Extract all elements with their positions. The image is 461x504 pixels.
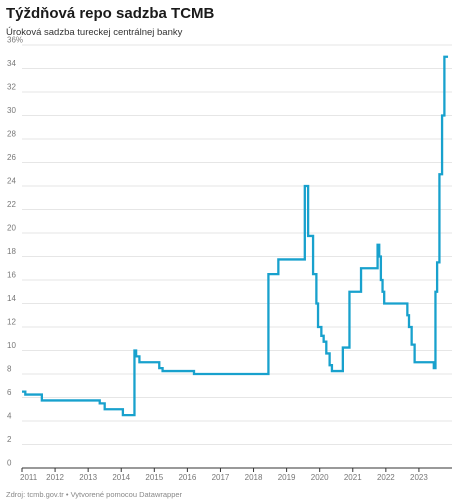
x-tick-label: 2015 (145, 473, 163, 482)
chart-title: Týždňová repo sadzba TCMB (6, 5, 215, 22)
x-tick-label: 2017 (212, 473, 230, 482)
grid-lines (22, 44, 452, 445)
y-tick-label: 22 (7, 200, 16, 209)
y-tick-label: 36% (7, 36, 23, 45)
x-tick-label: 2013 (79, 473, 97, 482)
y-tick-label: 4 (7, 412, 12, 421)
x-tick-label: 2014 (112, 473, 130, 482)
chart-subtitle: Úroková sadzba tureckej centrálnej banky (6, 27, 183, 38)
y-tick-label: 18 (7, 247, 16, 256)
y-tick-label: 20 (7, 224, 16, 233)
x-tick-label: 2019 (278, 473, 296, 482)
y-tick-label: 10 (7, 341, 16, 350)
x-tick-label: 2022 (377, 473, 395, 482)
x-tick-label: 2018 (245, 473, 263, 482)
x-tick-label: 2011 (20, 473, 38, 482)
x-axis-ticks: 2011 2012 2013 2014 2015 2016 2017 2018 2019 2020… (20, 468, 428, 482)
y-tick-label: 26 (7, 153, 16, 162)
y-tick-label: 34 (7, 59, 16, 68)
y-tick-label: 8 (7, 365, 12, 374)
y-tick-label: 0 (7, 459, 12, 468)
y-tick-label: 30 (7, 106, 16, 115)
y-tick-label: 12 (7, 318, 16, 327)
y-tick-label: 16 (7, 271, 16, 280)
y-tick-label: 6 (7, 388, 12, 397)
x-tick-label: 2016 (178, 473, 196, 482)
chart-source-footer: Zdroj: tcmb.gov.tr • Vytvorené pomocou D… (6, 490, 183, 499)
y-tick-label: 2 (7, 435, 12, 444)
y-tick-label: 32 (7, 83, 16, 92)
y-tick-label: 24 (7, 177, 16, 186)
y-tick-label: 28 (7, 130, 16, 139)
x-tick-label: 2020 (311, 473, 329, 482)
repo-rate-line (22, 55, 449, 417)
y-tick-label: 14 (7, 294, 16, 303)
x-tick-label: 2012 (46, 473, 64, 482)
x-tick-label: 2021 (344, 473, 362, 482)
x-tick-label: 2023 (410, 473, 428, 482)
